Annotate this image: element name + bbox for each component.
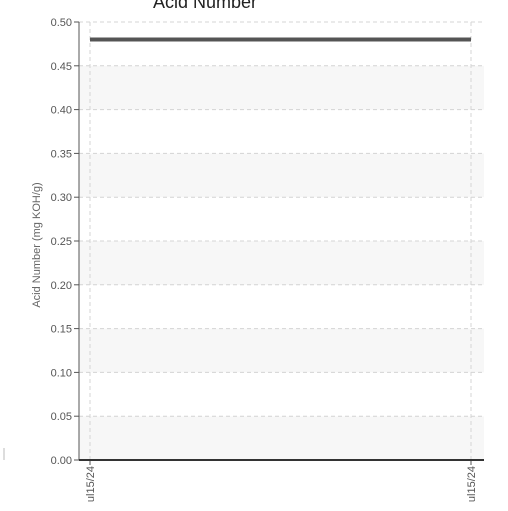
background-band: [79, 372, 484, 417]
y-tick-label: 0.40: [51, 105, 72, 117]
background-band: [79, 197, 484, 241]
axes: [74, 21, 484, 465]
y-tick-label: 0.30: [51, 192, 72, 204]
background-band: [79, 284, 484, 329]
y-tick-label: 0.35: [51, 148, 72, 160]
y-tick-label: 0.45: [51, 61, 72, 73]
background-band: [79, 22, 484, 66]
x-tick-label: ul15/24: [85, 466, 97, 502]
y-tick-label: 0.10: [51, 367, 72, 379]
background-band: [79, 65, 484, 110]
background-band: [79, 328, 484, 373]
x-tick-label: ul15/24: [466, 466, 478, 502]
background-band: [79, 153, 484, 198]
y-tick-labels: 0.00 0.05 0.10 0.15 0.20 0.25 0.30 0.35 0.40 0.45…: [51, 17, 72, 467]
background-band: [79, 109, 484, 154]
chart-title: Acid Number: [153, 0, 257, 12]
background-band: [79, 241, 484, 285]
background-bands: [79, 22, 484, 460]
vertical-gridlines: [89, 22, 472, 460]
y-tick-label: 0.50: [51, 17, 72, 29]
y-tick-label: 0.15: [51, 324, 72, 336]
y-tick-label: 0.05: [51, 411, 72, 423]
edge-mark: [3, 448, 5, 460]
background-band: [79, 416, 484, 460]
y-tick-label: 0.25: [51, 236, 72, 248]
y-tick-label: 0.20: [51, 280, 72, 292]
y-axis-label: Acid Number (mg KOH/g): [31, 182, 43, 307]
y-tick-label: 0.00: [51, 455, 72, 467]
x-tick-labels: ul15/24 ul15/24: [85, 466, 478, 502]
horizontal-gridlines: [79, 21, 484, 417]
